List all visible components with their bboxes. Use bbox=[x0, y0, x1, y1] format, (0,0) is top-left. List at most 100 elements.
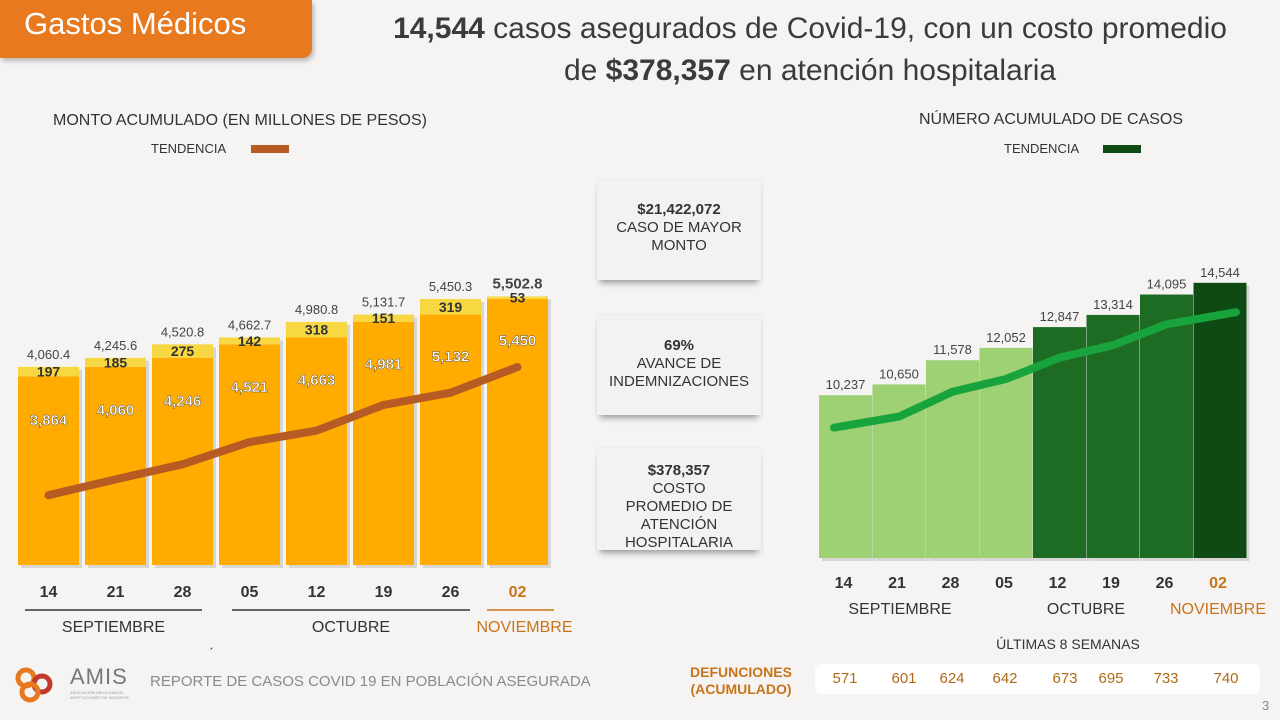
bar-main bbox=[286, 337, 347, 565]
bar-total-label: 4,520.8 bbox=[161, 324, 204, 339]
bar-total-label: 4,662.7 bbox=[228, 317, 271, 332]
bar-main-label: 3,864 bbox=[30, 412, 68, 429]
deaths-value: 624 bbox=[939, 670, 965, 687]
bar-increment bbox=[219, 337, 280, 345]
bar-increment-label: 53 bbox=[510, 290, 526, 306]
month-label: SEPTIEMBRE bbox=[62, 619, 165, 636]
x-tick-label: 26 bbox=[1156, 575, 1174, 592]
left-chart-title: MONTO ACUMULADO (EN MILLONES DE PESOS) bbox=[53, 112, 427, 129]
x-tick-label: 21 bbox=[107, 584, 125, 601]
card-indemnity-value: 69% bbox=[663, 337, 695, 354]
x-tick-label: 12 bbox=[1049, 575, 1067, 592]
bar-value-label: 12,847 bbox=[1040, 309, 1080, 324]
deaths-value: 733 bbox=[1153, 670, 1179, 687]
bar-value-label: 10,650 bbox=[879, 366, 919, 381]
x-tick-label: 19 bbox=[375, 584, 393, 601]
headline-text-2: de bbox=[563, 54, 606, 87]
bar-main bbox=[420, 314, 481, 565]
month-label: NOVIEMBRE bbox=[476, 619, 572, 636]
bar-main-label: 5,450 bbox=[499, 333, 537, 350]
card-average-cost: $378,357 COSTO PROMEDIO DE ATENCIÓN HOSP… bbox=[597, 448, 761, 551]
bar-total-label: 5,502.8 bbox=[492, 275, 542, 292]
bar-increment-label: 275 bbox=[171, 343, 195, 359]
amis-logo-icon bbox=[15, 667, 53, 703]
bar-main bbox=[353, 321, 414, 565]
deaths-label: DEFUNCIONES (ACUMULADO) bbox=[690, 664, 792, 697]
bar-total-label: 4,245.6 bbox=[94, 338, 137, 353]
bar bbox=[1086, 314, 1140, 558]
bar-increment-label: 319 bbox=[439, 299, 463, 315]
section-title-tab: Gastos Médicos bbox=[0, 0, 312, 58]
month-label: OCTUBRE bbox=[1047, 601, 1125, 618]
deaths-value: 642 bbox=[992, 670, 1018, 687]
deaths-value: 601 bbox=[891, 670, 917, 687]
bar-increment-label: 142 bbox=[238, 333, 262, 349]
bar-total-label: 4,980.8 bbox=[295, 302, 338, 317]
bar-increment bbox=[487, 296, 548, 300]
month-label: NOVIEMBRE bbox=[1170, 601, 1266, 618]
bar-main-label: 4,981 bbox=[365, 356, 403, 373]
bar-value-label: 12,052 bbox=[986, 330, 1026, 345]
left-legend-label: TENDENCIA bbox=[151, 141, 227, 156]
deaths-values-box: 571 601 624 642 673 695 733 740 bbox=[815, 664, 1260, 694]
x-tick-label: 19 bbox=[1102, 575, 1120, 592]
trend-line bbox=[44, 363, 522, 500]
right-chart-title: NÚMERO ACUMULADO DE CASOS bbox=[919, 111, 1184, 128]
headline-text-3: en atención hospitalaria bbox=[730, 54, 1057, 87]
bar-increment-label: 151 bbox=[372, 310, 396, 326]
headline: 14,544 casos asegurados de Covid-19, con… bbox=[330, 8, 1280, 92]
right-legend-swatch bbox=[1103, 145, 1141, 153]
bar-main-label: 4,246 bbox=[164, 393, 202, 410]
bar-main bbox=[219, 344, 280, 565]
x-tick-label: 21 bbox=[888, 575, 906, 592]
right-legend-label: TENDENCIA bbox=[1004, 141, 1080, 156]
card-indemnity-progress: 69% AVANCE DE INDEMNIZACIONES bbox=[597, 315, 761, 415]
page-number: 3 bbox=[1262, 698, 1270, 713]
bar-main-label: 4,663 bbox=[298, 372, 336, 389]
bar-main-label: 5,132 bbox=[432, 349, 470, 366]
amis-logo-subtitle: ASOCIACIÓN MEXICANA DE INSTITUCIONES DE … bbox=[70, 690, 129, 700]
x-axis-label: ÚLTIMAS 8 SEMANAS bbox=[996, 636, 1140, 652]
card-average-cost-value: $378,357 bbox=[647, 462, 711, 479]
card-max-amount-text: CASO DE MAYOR MONTO bbox=[616, 219, 742, 254]
month-label: OCTUBRE bbox=[312, 619, 390, 636]
x-tick-label: 28 bbox=[174, 584, 192, 601]
bar-value-label: 11,578 bbox=[933, 342, 972, 357]
x-tick-label: 14 bbox=[40, 584, 58, 601]
card-indemnity-text: AVANCE DE INDEMNIZACIONES bbox=[608, 355, 749, 390]
amis-logo: AMIS ASOCIACIÓN MEXICANA DE INSTITUCIONE… bbox=[12, 664, 129, 711]
x-axis-label: ÚLTIMAS 8 SEMANAS bbox=[206, 647, 350, 650]
bar-main bbox=[85, 366, 146, 565]
deaths-value: 695 bbox=[1098, 670, 1124, 687]
card-max-amount: $21,422,072 CASO DE MAYOR MONTO bbox=[597, 180, 761, 280]
x-tick-label: 02 bbox=[1209, 575, 1227, 592]
bar-increment bbox=[85, 357, 146, 367]
x-tick-label: 05 bbox=[241, 584, 259, 601]
x-tick-label: 14 bbox=[835, 575, 853, 592]
bar-main bbox=[18, 376, 79, 565]
bar-increment-label: 185 bbox=[104, 354, 128, 370]
bar-main bbox=[487, 299, 548, 565]
deaths-value: 673 bbox=[1052, 670, 1078, 687]
headline-cases: 14,544 bbox=[393, 12, 485, 45]
section-title: Gastos Médicos bbox=[24, 6, 247, 41]
bar-total-label: 4,060.4 bbox=[27, 347, 70, 362]
bar-increment bbox=[420, 298, 481, 315]
amis-logo-text: AMIS bbox=[70, 664, 128, 689]
trend-line bbox=[830, 308, 1240, 432]
x-tick-label: 26 bbox=[442, 584, 460, 601]
bar-total-label: 5,450.3 bbox=[429, 279, 472, 294]
headline-cost: $378,357 bbox=[605, 54, 731, 87]
bar bbox=[1193, 282, 1247, 558]
bar-increment bbox=[18, 366, 79, 377]
bar-value-label: 10,237 bbox=[826, 377, 866, 392]
bar-value-label: 14,095 bbox=[1147, 277, 1187, 292]
x-tick-label: 05 bbox=[995, 575, 1013, 592]
report-footer: REPORTE DE CASOS COVID 19 EN POBLACIÓN A… bbox=[150, 673, 591, 690]
bar-increment bbox=[152, 344, 213, 358]
month-label: SEPTIEMBRE bbox=[848, 601, 951, 618]
bar-main-label: 4,060 bbox=[97, 402, 135, 419]
bar-total-label: 5,131.7 bbox=[362, 295, 405, 310]
bar-value-label: 13,314 bbox=[1093, 297, 1133, 312]
